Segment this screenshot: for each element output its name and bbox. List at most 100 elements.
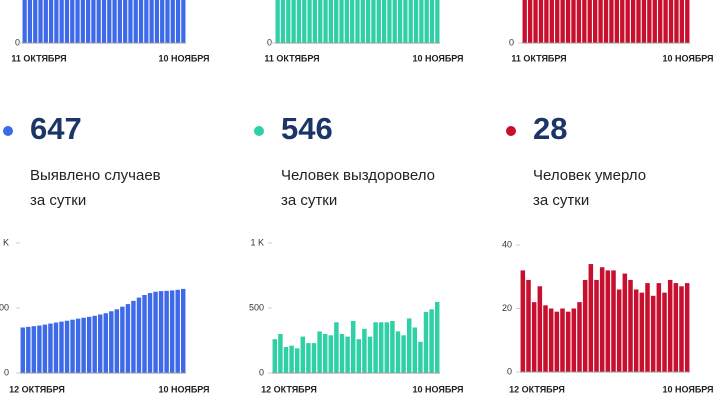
x-tick-label: 10 НОЯБРЯ — [158, 53, 209, 63]
bar — [625, 0, 630, 43]
bar — [362, 328, 367, 373]
bar — [278, 334, 283, 373]
bar — [158, 291, 164, 373]
x-tick-label: 11 ОКТЯБРЯ — [511, 53, 566, 63]
bar — [131, 300, 136, 373]
stat-label: Человек умерло — [533, 167, 646, 184]
bar — [334, 322, 339, 373]
bar — [64, 320, 70, 373]
bar — [296, 0, 302, 43]
bar — [434, 302, 440, 373]
bar — [366, 0, 371, 44]
bar — [149, 0, 154, 44]
bar — [582, 279, 588, 372]
bar — [96, 0, 101, 43]
bar — [114, 309, 120, 373]
bar — [522, 0, 527, 43]
stat-value: 647 — [30, 111, 82, 146]
bar — [37, 325, 42, 373]
bar — [70, 0, 75, 43]
x-tick-label: 10 НОЯБРЯ — [662, 53, 713, 63]
y-tick-label: 500 — [249, 302, 264, 312]
stat-value: 28 — [533, 111, 567, 146]
bar — [548, 308, 554, 372]
bar — [401, 335, 406, 373]
x-tick-label: 12 ОКТЯБРЯ — [509, 384, 565, 394]
y-tick-label: 0 — [267, 37, 272, 47]
bar — [397, 0, 403, 44]
bar — [588, 264, 594, 372]
bar — [429, 0, 435, 43]
bar — [307, 0, 312, 43]
bar — [136, 297, 142, 373]
bar — [360, 0, 365, 43]
bar — [70, 319, 75, 373]
bar — [323, 0, 328, 44]
bar — [289, 345, 294, 373]
stat-dot — [254, 126, 264, 136]
stat-dot — [506, 126, 516, 136]
bar — [423, 311, 429, 373]
x-tick-label: 10 НОЯБРЯ — [158, 384, 209, 394]
bar — [560, 0, 565, 43]
bar — [684, 283, 690, 372]
bar — [622, 273, 628, 372]
y-tick-label: 1 K — [0, 237, 9, 247]
bar — [117, 0, 122, 43]
bar — [160, 0, 165, 43]
bar — [520, 270, 526, 372]
bar — [80, 0, 85, 43]
bar — [328, 335, 334, 373]
bar — [406, 318, 412, 373]
bar — [81, 317, 86, 373]
bar — [531, 302, 537, 372]
x-tick-label: 12 ОКТЯБРЯ — [261, 384, 317, 394]
bar — [27, 0, 33, 44]
bar — [339, 334, 345, 373]
bar — [54, 0, 59, 43]
bar — [673, 283, 679, 372]
bar — [322, 334, 328, 373]
bar — [533, 0, 538, 43]
bar — [639, 292, 645, 372]
y-tick-label: 40 — [502, 239, 512, 249]
bar — [86, 316, 92, 373]
x-tick-label: 11 ОКТЯБРЯ — [11, 53, 66, 63]
bar — [107, 0, 112, 43]
bar — [616, 289, 622, 372]
x-tick-label: 10 НОЯБРЯ — [662, 384, 713, 394]
bar — [43, 0, 48, 43]
bar — [656, 283, 662, 372]
bar — [412, 327, 418, 373]
bar — [181, 0, 186, 43]
y-tick-label: 500 — [0, 302, 9, 312]
bar — [392, 0, 397, 43]
bar — [112, 0, 117, 43]
bar — [571, 308, 577, 372]
bar — [48, 323, 53, 373]
bar — [317, 331, 322, 373]
bar — [350, 0, 355, 43]
x-tick-label: 10 НОЯБРЯ — [412, 384, 463, 394]
bar — [371, 0, 376, 43]
bar — [125, 304, 131, 373]
bar — [345, 336, 350, 373]
bar — [101, 0, 107, 43]
bar — [103, 313, 108, 373]
stat-value: 546 — [281, 111, 333, 146]
bar — [164, 290, 169, 373]
bar — [645, 283, 650, 372]
bar — [306, 343, 311, 373]
bar — [538, 0, 544, 43]
bar — [555, 0, 560, 43]
y-tick-label: 0 — [4, 367, 9, 377]
bar — [302, 0, 307, 43]
bar — [663, 0, 668, 43]
bar — [554, 311, 560, 372]
bar — [641, 0, 647, 43]
bar — [75, 318, 81, 373]
bar — [22, 0, 27, 43]
bar — [59, 321, 64, 373]
